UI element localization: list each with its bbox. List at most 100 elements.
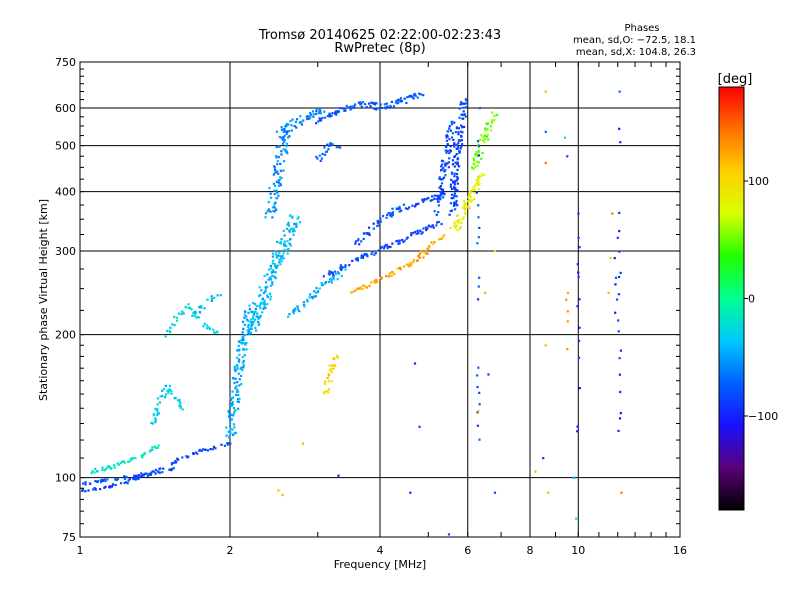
echo-point: [134, 457, 137, 460]
echo-point: [289, 244, 292, 247]
echo-point: [281, 142, 285, 145]
echo-point: [234, 387, 237, 390]
echo-point: [282, 229, 285, 233]
echo-point: [181, 310, 184, 313]
echo-point: [251, 317, 254, 320]
echo-point: [140, 454, 143, 457]
echo-point: [473, 197, 476, 201]
echo-point: [315, 287, 318, 290]
colorbar-tick-label: −100: [748, 410, 778, 423]
echo-point: [150, 471, 153, 474]
echo-point: [461, 143, 464, 146]
echo-point: [238, 378, 241, 381]
echo-point: [577, 275, 580, 278]
echo-point: [373, 102, 376, 105]
echo-point: [333, 270, 337, 273]
echo-point: [473, 191, 477, 195]
phases-box-title: Phases: [624, 23, 659, 34]
echo-point: [238, 353, 241, 356]
echo-point: [273, 168, 277, 171]
echo-point: [391, 213, 395, 216]
echo-point: [452, 197, 455, 200]
echo-point: [454, 189, 457, 192]
echo-point: [181, 456, 184, 459]
echo-point: [204, 448, 207, 451]
echo-point: [327, 373, 330, 376]
echo-point: [91, 470, 94, 473]
echo-point: [483, 173, 486, 176]
echo-point: [446, 130, 450, 133]
echo-point: [156, 397, 160, 400]
echo-point: [449, 145, 452, 148]
echo-point: [154, 407, 157, 410]
echo-point: [406, 236, 409, 239]
echo-point: [320, 282, 323, 285]
echo-point: [444, 149, 447, 152]
echo-point: [273, 193, 276, 196]
echo-point: [335, 113, 338, 116]
echo-point: [409, 264, 412, 267]
echo-point: [453, 142, 456, 145]
echo-point: [619, 141, 622, 144]
echo-point: [396, 102, 399, 105]
echo-point: [229, 432, 232, 435]
echo-point: [337, 474, 340, 477]
echo-point: [245, 342, 248, 345]
echo-point: [196, 452, 199, 455]
echo-point: [278, 254, 282, 258]
echo-point: [339, 264, 343, 267]
echo-point: [262, 307, 265, 310]
echo-point: [276, 254, 280, 257]
echo-point: [476, 298, 480, 301]
echo-point: [389, 106, 393, 109]
echo-point: [101, 478, 104, 481]
echo-point: [418, 229, 422, 233]
echo-point: [293, 222, 296, 225]
echo-point: [484, 291, 487, 295]
echo-point: [188, 306, 192, 309]
echo-point: [478, 183, 481, 186]
echo-point: [618, 229, 621, 233]
echo-point: [264, 290, 267, 293]
echo-point: [240, 339, 243, 342]
echo-point: [229, 419, 232, 422]
echo-point: [327, 388, 331, 391]
echo-point: [456, 182, 459, 185]
echo-point: [163, 395, 167, 398]
echo-point: [416, 96, 419, 99]
echo-point: [231, 390, 234, 393]
echo-point: [175, 316, 178, 319]
echo-point: [417, 232, 420, 235]
echo-point: [286, 136, 290, 139]
echo-point: [233, 381, 236, 385]
echo-point: [167, 391, 170, 395]
echo-point: [398, 207, 401, 210]
echo-point: [566, 155, 569, 158]
echo-point: [449, 185, 453, 188]
echo-point: [385, 274, 388, 278]
echo-point: [462, 216, 465, 219]
echo-point: [187, 303, 190, 306]
echo-point: [330, 279, 333, 282]
echo-point: [468, 199, 471, 202]
echo-point: [245, 348, 248, 351]
echo-point: [453, 121, 456, 124]
echo-point: [577, 212, 580, 215]
echo-point: [414, 94, 417, 97]
echo-point: [335, 354, 339, 358]
echo-point: [391, 207, 394, 210]
echo-point: [278, 135, 281, 139]
echo-point: [352, 106, 355, 110]
echo-point: [378, 249, 381, 252]
echo-point: [170, 392, 173, 395]
echo-point: [454, 208, 457, 211]
echo-point: [228, 416, 231, 419]
echo-point: [441, 236, 444, 239]
echo-point: [452, 181, 455, 184]
echo-point: [247, 311, 250, 314]
echo-point: [330, 114, 333, 118]
echo-point: [390, 274, 393, 277]
echo-point: [448, 152, 451, 155]
echo-point: [273, 184, 277, 188]
echo-point: [367, 102, 371, 105]
